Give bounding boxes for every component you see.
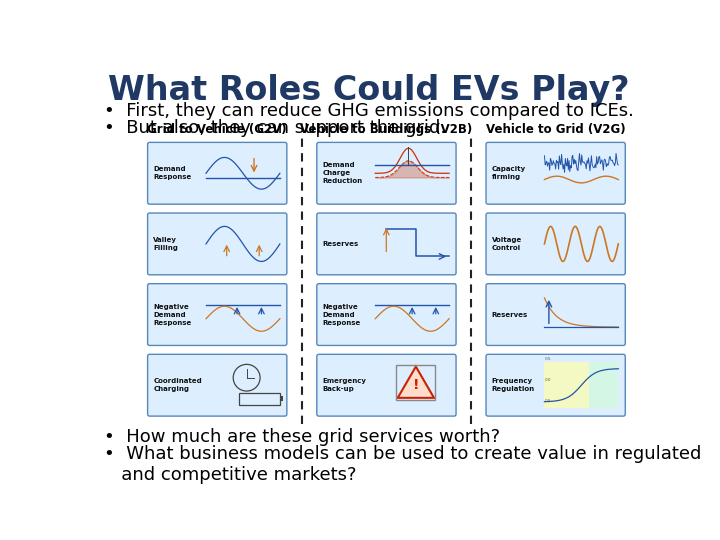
FancyBboxPatch shape: [317, 143, 456, 204]
FancyBboxPatch shape: [486, 213, 625, 275]
FancyBboxPatch shape: [148, 213, 287, 275]
Text: •  But also, they can support the grid.: • But also, they can support the grid.: [104, 119, 446, 137]
Text: Negative
Demand
Response: Negative Demand Response: [323, 303, 361, 326]
Bar: [239, 393, 280, 405]
Polygon shape: [397, 367, 434, 398]
FancyBboxPatch shape: [317, 354, 456, 416]
Text: Demand
Charge
Reduction: Demand Charge Reduction: [323, 163, 363, 184]
Text: Grid to Vehicle (G2V): Grid to Vehicle (G2V): [148, 124, 287, 137]
Bar: [544, 362, 589, 408]
FancyBboxPatch shape: [148, 284, 287, 346]
Text: Capacity
firming: Capacity firming: [492, 166, 526, 180]
Text: Demand
Response: Demand Response: [153, 166, 192, 180]
FancyBboxPatch shape: [486, 143, 625, 204]
FancyBboxPatch shape: [317, 284, 456, 346]
Text: •  First, they can reduce GHG emissions compared to ICEs.: • First, they can reduce GHG emissions c…: [104, 102, 634, 120]
Bar: [280, 396, 283, 401]
Text: Coordinated
Charging: Coordinated Charging: [153, 378, 202, 392]
Text: What Roles Could EVs Play?: What Roles Could EVs Play?: [108, 74, 630, 107]
Text: !: !: [413, 377, 419, 392]
FancyBboxPatch shape: [486, 354, 625, 416]
FancyBboxPatch shape: [486, 284, 625, 346]
Text: Negative
Demand
Response: Negative Demand Response: [153, 303, 192, 326]
Text: •  What business models can be used to create value in regulated
   and competit: • What business models can be used to cr…: [104, 445, 701, 484]
Text: Emergency
Back-up: Emergency Back-up: [323, 378, 366, 392]
Text: Vehicle to Buildings (V2B): Vehicle to Buildings (V2B): [300, 124, 472, 137]
FancyBboxPatch shape: [317, 213, 456, 275]
Text: Reserves: Reserves: [323, 241, 359, 247]
Text: Reserves: Reserves: [492, 312, 528, 318]
FancyBboxPatch shape: [148, 354, 287, 416]
Bar: [396, 365, 436, 400]
Text: 0.0: 0.0: [544, 378, 551, 382]
Text: Valley
Filling: Valley Filling: [153, 237, 179, 251]
Text: Vehicle to Grid (V2G): Vehicle to Grid (V2G): [486, 124, 626, 137]
Text: Voltage
Control: Voltage Control: [492, 237, 522, 251]
Text: 0.5: 0.5: [544, 399, 551, 403]
Bar: [589, 362, 618, 408]
FancyBboxPatch shape: [148, 143, 287, 204]
Text: Frequency
Regulation: Frequency Regulation: [492, 378, 535, 392]
Text: 0.5: 0.5: [544, 357, 551, 361]
Text: •  How much are these grid services worth?: • How much are these grid services worth…: [104, 428, 500, 446]
